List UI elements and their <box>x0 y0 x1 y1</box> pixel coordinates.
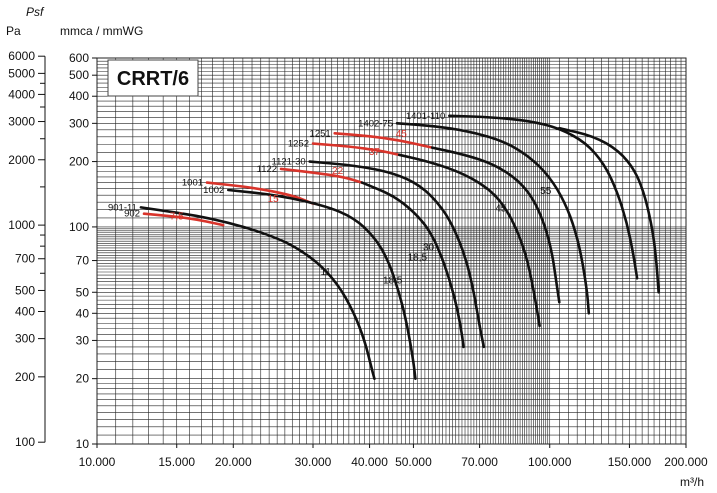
power-label: 30 <box>423 242 435 253</box>
y-tick-label-mm: 200 <box>69 155 89 169</box>
y-axis-label-mmwg: mmca / mmWG <box>60 24 143 38</box>
curve-name-label: 1001 <box>182 178 203 189</box>
y-tick-label-pa: 2000 <box>8 153 35 167</box>
curve-1401-110 <box>448 114 639 280</box>
curve-name-label: 1401-110 <box>406 111 445 122</box>
model-title: CRRT/6 <box>117 68 189 90</box>
y-tick-label-pa: 3000 <box>8 115 35 129</box>
x-tick-label: 15.000 <box>158 455 195 469</box>
curve-name-label: 902 <box>124 209 140 220</box>
plot-frame <box>96 57 687 445</box>
power-label: 7,5 <box>170 212 184 223</box>
grid <box>96 57 687 445</box>
curve-1122 <box>279 167 364 184</box>
y-tick-label-pa: 1000 <box>8 218 35 232</box>
curve-name-label: 901-11 <box>108 202 137 213</box>
curve-labels: 901-11 11 902 7,5 1001 15 1002 18,5 1121-30 30 112… <box>108 111 552 286</box>
x-tick-label: 20.000 <box>215 455 252 469</box>
power-label: 18,5 <box>383 275 403 286</box>
power-label: 15 <box>268 194 280 205</box>
curve-901-11 <box>139 206 376 380</box>
y-tick-label-mm: 400 <box>69 89 89 103</box>
y-tick-label-mm: 600 <box>69 51 89 65</box>
y-tick-label-mm: 500 <box>69 68 89 82</box>
y-axis-label-pa: Pa <box>6 24 21 38</box>
curve-name-label: 1252 <box>288 139 309 150</box>
y-tick-label-pa: 4000 <box>8 87 35 101</box>
y-axis-label-psf: Psf <box>26 5 45 19</box>
y-tick-label-pa: 400 <box>15 304 35 318</box>
y-tick-label-mm: 10 <box>76 437 90 451</box>
curve-1402-75 <box>395 122 591 315</box>
y-tick-label-mm: 70 <box>76 254 90 268</box>
curve-1251 <box>333 132 434 149</box>
x-tick-label: 10.000 <box>79 455 116 469</box>
x-axis-label: m³/h <box>680 475 704 489</box>
x-tick-label: 50.000 <box>395 455 432 469</box>
curve-name-label: 1251 <box>310 128 331 139</box>
curve-name-label: 1121-30 <box>272 157 306 168</box>
y-tick-label-pa: 500 <box>15 283 35 297</box>
curve-1401-110-b <box>558 126 660 294</box>
x-tick-label: 40.000 <box>351 455 388 469</box>
curve-1001 <box>205 181 315 205</box>
x-tick-label: 200.000 <box>664 455 708 469</box>
axes: 10.000 15.000 20.000 30.000 40.000 50.000 70.0… <box>8 49 708 469</box>
y-tick-label-mm: 20 <box>76 372 90 386</box>
power-label: 55 <box>540 186 552 197</box>
power-label: 18,5 <box>408 253 428 264</box>
y-tick-label-pa: 700 <box>15 252 35 266</box>
x-tick-label: 30.000 <box>295 455 332 469</box>
curve-1002 <box>227 188 417 380</box>
curve-name-label: 1002 <box>203 185 224 196</box>
curve-name-label: 1402-75 <box>358 118 393 129</box>
curve-1121-30 <box>308 160 486 349</box>
y-tick-label-mm: 30 <box>76 333 90 347</box>
x-tick-label: 150.000 <box>608 455 652 469</box>
x-tick-label: 100.000 <box>528 455 572 469</box>
y-tick-label-mm: 300 <box>69 116 89 130</box>
power-label: 45 <box>495 203 507 214</box>
y-tick-label-pa: 6000 <box>8 49 35 63</box>
curve-1252-b <box>397 153 541 328</box>
model-title-box <box>107 59 199 97</box>
y-tick-label-mm: 40 <box>76 306 90 320</box>
curve-1251-b <box>430 146 561 304</box>
y-tick-label-mm: 100 <box>69 220 89 234</box>
power-label: 45 <box>396 129 408 140</box>
x-tick-label: 70.000 <box>461 455 498 469</box>
curves <box>139 114 660 380</box>
y-tick-label-pa: 200 <box>15 370 35 384</box>
power-label: 11 <box>320 267 331 278</box>
curve-1122-b <box>360 181 465 349</box>
y-tick-label-pa: 300 <box>15 332 35 346</box>
power-label: 37 <box>369 147 381 158</box>
y-tick-label-pa: 5000 <box>8 66 35 80</box>
curve-name-label: 1122 <box>257 164 277 175</box>
power-label: 22 <box>332 166 344 177</box>
y-tick-label-mm: 50 <box>76 285 90 299</box>
curve-902 <box>142 212 225 227</box>
curve-1252 <box>311 142 401 157</box>
y-tick-label-pa: 100 <box>15 435 35 449</box>
